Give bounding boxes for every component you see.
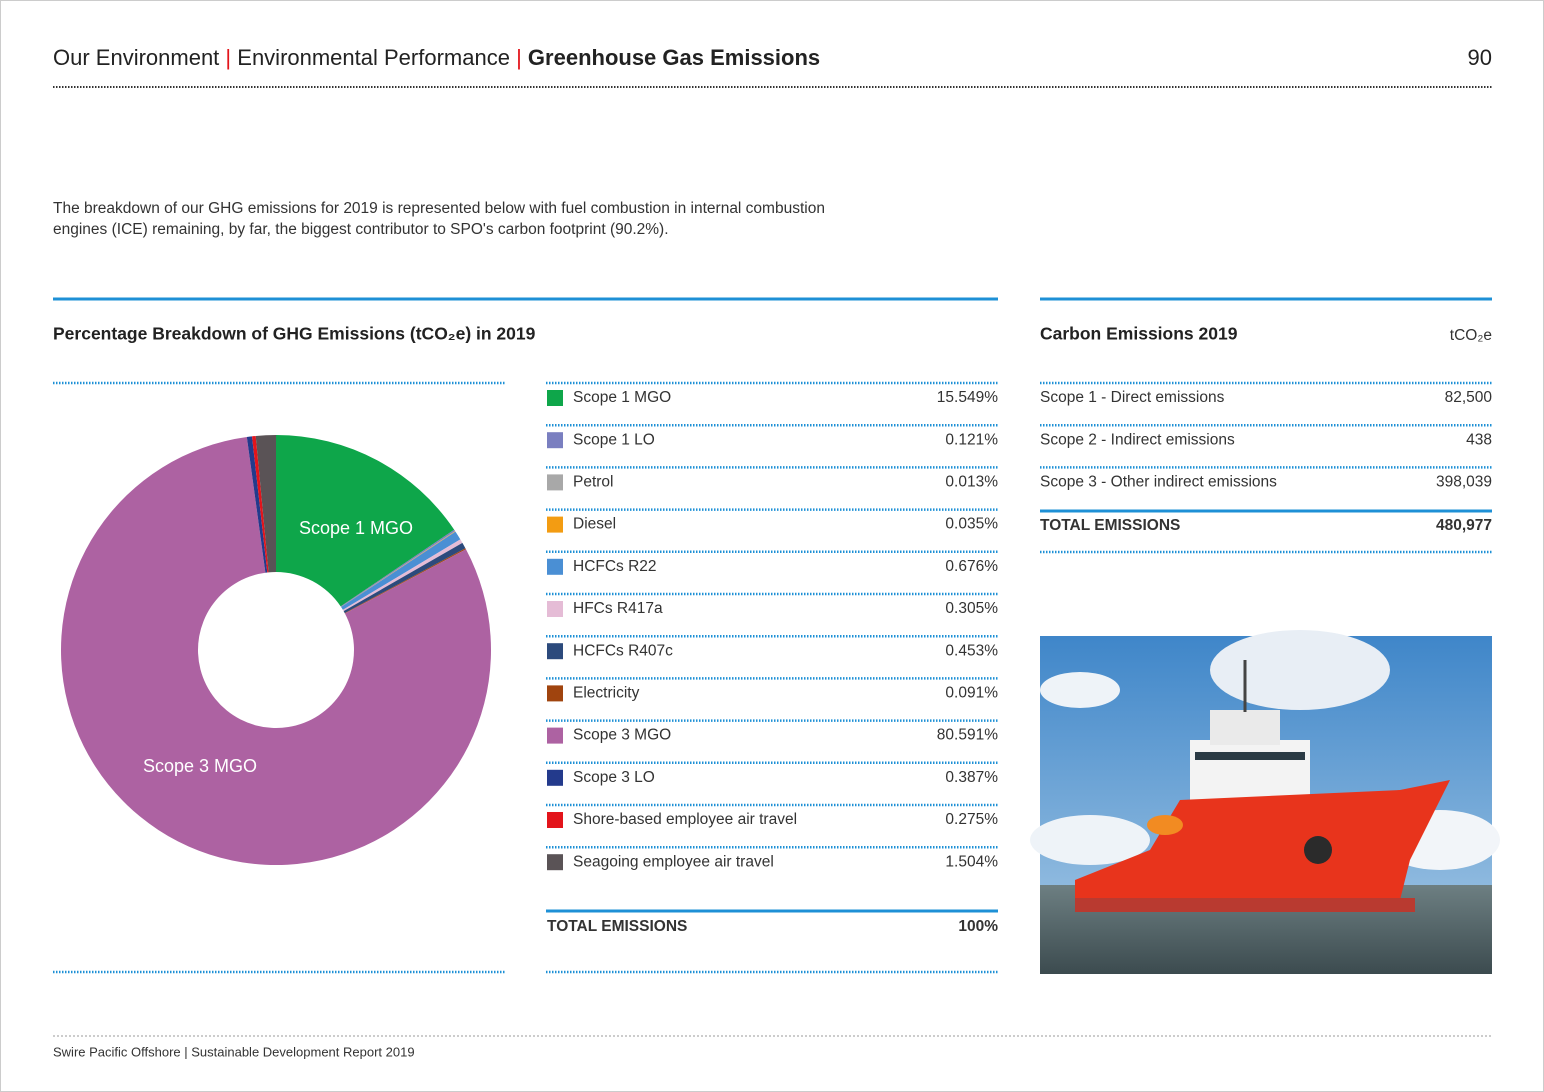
total-value: 100% <box>958 918 998 935</box>
separator: | <box>516 45 522 70</box>
donut-slice <box>61 436 492 865</box>
intro-line: engines (ICE) remaining, by far, the big… <box>53 221 669 238</box>
legend-swatch <box>547 390 563 406</box>
table-title: Carbon Emissions 2019 <box>1040 324 1238 344</box>
header-section: Our Environment <box>53 45 219 70</box>
donut-slice <box>341 531 456 608</box>
legend-label: Scope 1 MGO <box>573 389 671 406</box>
donut-slice <box>343 542 466 614</box>
table-total: 480,977 <box>1436 517 1492 534</box>
slice-label: Scope 1 MGO <box>299 518 413 538</box>
footer: Swire Pacific Offshore | Sustainable Dev… <box>53 1044 415 1059</box>
ship-photo <box>1030 630 1500 974</box>
legend-swatch <box>547 685 563 702</box>
legend-value: 0.453% <box>945 642 998 659</box>
table-cell: Scope 2 - Indirect emissions <box>1040 431 1235 448</box>
legend-label: HCFCs R407c <box>573 642 673 659</box>
carbon-table: Scope 1 - Direct emissions 82,500 Scope 2 … <box>1040 381 1493 554</box>
legend-swatch <box>547 812 563 828</box>
legend-value: 0.676% <box>945 558 998 575</box>
legend-label: Petrol <box>573 473 614 490</box>
donut-slice <box>255 435 276 573</box>
donut-slice <box>276 435 455 607</box>
donut-slice <box>341 531 461 610</box>
legend-swatch <box>547 474 563 491</box>
total-label: TOTAL EMISSIONS <box>547 918 687 935</box>
legend-value: 80.591% <box>937 727 998 744</box>
legend-label: HCFCs R22 <box>573 558 657 575</box>
legend-label: Scope 3 LO <box>573 769 655 786</box>
legend-value: 0.275% <box>945 811 998 828</box>
legend-swatch <box>547 432 563 449</box>
header-subsection: Environmental Performance <box>237 45 510 70</box>
legend-value: 0.013% <box>945 473 998 490</box>
table-cell: 398,039 <box>1436 473 1492 490</box>
legend-label: Shore-based employee air travel <box>573 811 797 828</box>
legend-swatch <box>547 769 563 786</box>
legend-label: Diesel <box>573 516 616 533</box>
legend-swatch <box>547 516 563 533</box>
slice-label: Scope 3 MGO <box>143 756 257 776</box>
donut-slice <box>252 435 269 573</box>
table-cell: 438 <box>1466 431 1492 448</box>
legend-swatch <box>547 643 563 660</box>
legend-label: Scope 1 LO <box>573 431 655 448</box>
legend-swatch <box>547 854 563 871</box>
header-title: Greenhouse Gas Emissions <box>528 45 820 70</box>
donut-slice <box>344 548 466 614</box>
legend-table: Scope 1 MGO 15.549% Scope 1 LO 0.121% Petrol… <box>546 381 998 974</box>
donut-slice <box>340 529 456 607</box>
legend-label: HFCs R417a <box>573 600 663 617</box>
chart-title: Percentage Breakdown of GHG Emissions (t… <box>53 324 536 344</box>
table-cell: Scope 3 - Other indirect emissions <box>1040 473 1277 490</box>
legend-value: 0.387% <box>945 769 998 786</box>
donut-slice <box>342 539 463 612</box>
legend-swatch <box>547 727 563 744</box>
separator: | <box>225 45 231 70</box>
table-unit: tCO₂e <box>1450 327 1492 344</box>
legend-value: 0.305% <box>945 600 998 617</box>
table-cell: Scope 1 - Direct emissions <box>1040 389 1225 406</box>
donut-chart <box>61 435 492 865</box>
legend-label: Seagoing employee air travel <box>573 853 774 870</box>
legend-value: 0.035% <box>945 516 998 533</box>
page-number: 90 <box>1468 45 1492 70</box>
donut-slice <box>246 436 268 573</box>
legend-value: 0.091% <box>945 684 998 701</box>
legend-swatch <box>547 601 563 617</box>
legend-value: 1.504% <box>945 853 998 870</box>
legend-value: 15.549% <box>937 389 998 406</box>
donut-slice <box>340 531 456 607</box>
legend-value: 0.121% <box>945 431 998 448</box>
legend-label: Scope 3 MGO <box>573 727 671 744</box>
intro-line: The breakdown of our GHG emissions for 2… <box>53 200 825 217</box>
table-cell: 82,500 <box>1445 389 1493 406</box>
legend-swatch <box>547 558 563 575</box>
table-total: TOTAL EMISSIONS <box>1040 517 1180 534</box>
header: Our Environment | Environmental Performa… <box>53 45 820 70</box>
legend-label: Electricity <box>573 684 640 701</box>
